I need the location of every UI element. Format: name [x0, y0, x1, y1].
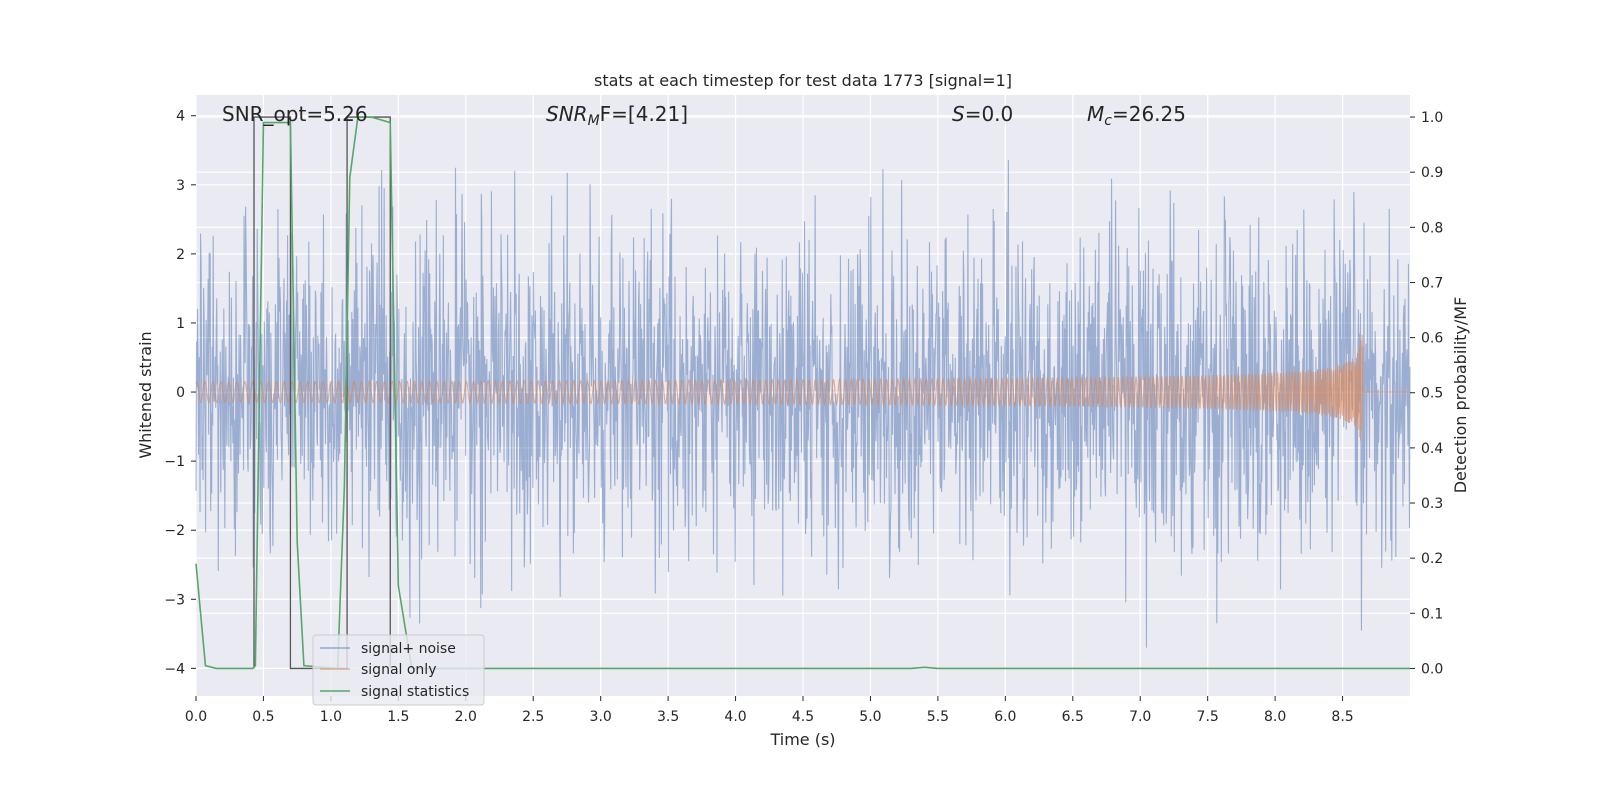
x-tick-label: 3.5: [657, 709, 679, 725]
x-tick-label: 0.0: [185, 709, 207, 725]
x-tick-label: 6.0: [994, 709, 1016, 725]
y2-tick-label: 0.4: [1421, 441, 1443, 457]
signal-only-series: [195, 334, 1410, 441]
y2-tick-label: 0.8: [1421, 220, 1443, 236]
y2-axis-label: Detection probability/MF: [1451, 297, 1470, 494]
y-tick-label: 3: [176, 178, 185, 194]
snr-mf-annotation: SNRMF=[4.21]: [546, 102, 688, 129]
legend-box: [312, 634, 485, 706]
chart-title: stats at each timestep for test data 177…: [594, 71, 1012, 90]
y-tick-label: 1: [176, 316, 185, 332]
x-tick-label: 5.5: [927, 709, 949, 725]
y2-tick-label: 1.0: [1421, 110, 1443, 126]
x-tick-label: 6.5: [1062, 709, 1084, 725]
y-tick-label: −3: [164, 592, 185, 608]
x-tick-label: 4.0: [724, 709, 746, 725]
legend-label-stats: signal statistics: [361, 684, 469, 700]
x-tick-label: 1.5: [387, 709, 409, 725]
y-axis-label: Whitened strain: [136, 331, 155, 458]
x-tick-label: 0.5: [252, 709, 274, 725]
s-annotation: S=0.0: [952, 102, 1013, 126]
y-tick-label: 4: [176, 109, 185, 125]
x-tick-label: 2.0: [455, 709, 477, 725]
y2-tick-label: 0.2: [1421, 551, 1443, 567]
axis-ticks: 0.0 0.5 1.0 1.5 2.0 2.5 3.0 3.5 4.0 4.5 5.0 5.5 6.0 6…: [164, 109, 1443, 725]
x-tick-label: 1.0: [320, 709, 342, 725]
y-tick-label: 2: [176, 247, 185, 263]
x-tick-label: 3.0: [590, 709, 612, 725]
snr-opt-annotation: SNR_opt=5.26: [222, 102, 368, 126]
y2-tick-label: 0.3: [1421, 496, 1443, 512]
y-tick-label: 0: [176, 385, 185, 401]
stats-line: [195, 116, 1410, 670]
y-tick-label: −2: [164, 523, 185, 539]
y2-tick-label: 0.6: [1421, 331, 1443, 347]
y2-tick-label: 0.0: [1421, 661, 1443, 677]
signal-statistics-series: [195, 116, 1410, 670]
mc-annotation: Mc=26.25: [1087, 102, 1186, 129]
y2-tick-label: 0.1: [1421, 606, 1443, 622]
legend: signal+ noise signal only signal statist…: [312, 634, 485, 706]
signal-noise-series: [195, 159, 1411, 648]
signal-line: [195, 334, 1410, 441]
x-tick-label: 7.0: [1129, 709, 1151, 725]
x-tick-label: 4.5: [792, 709, 814, 725]
x-tick-label: 7.5: [1197, 709, 1219, 725]
x-tick-label: 8.0: [1264, 709, 1286, 725]
x-tick-label: 2.5: [522, 709, 544, 725]
y-tick-label: −4: [164, 661, 185, 677]
legend-label-signal: signal only: [361, 662, 436, 678]
y-tick-label: −1: [164, 454, 185, 470]
noise-line: [195, 159, 1411, 648]
y2-tick-label: 0.5: [1421, 386, 1443, 402]
y2-tick-label: 0.7: [1421, 275, 1443, 291]
x-tick-label: 8.5: [1331, 709, 1353, 725]
x-tick-label: 5.0: [859, 709, 881, 725]
legend-label-noise: signal+ noise: [361, 641, 456, 657]
y2-tick-label: 0.9: [1421, 165, 1443, 181]
x-axis-label: Time (s): [769, 730, 835, 749]
